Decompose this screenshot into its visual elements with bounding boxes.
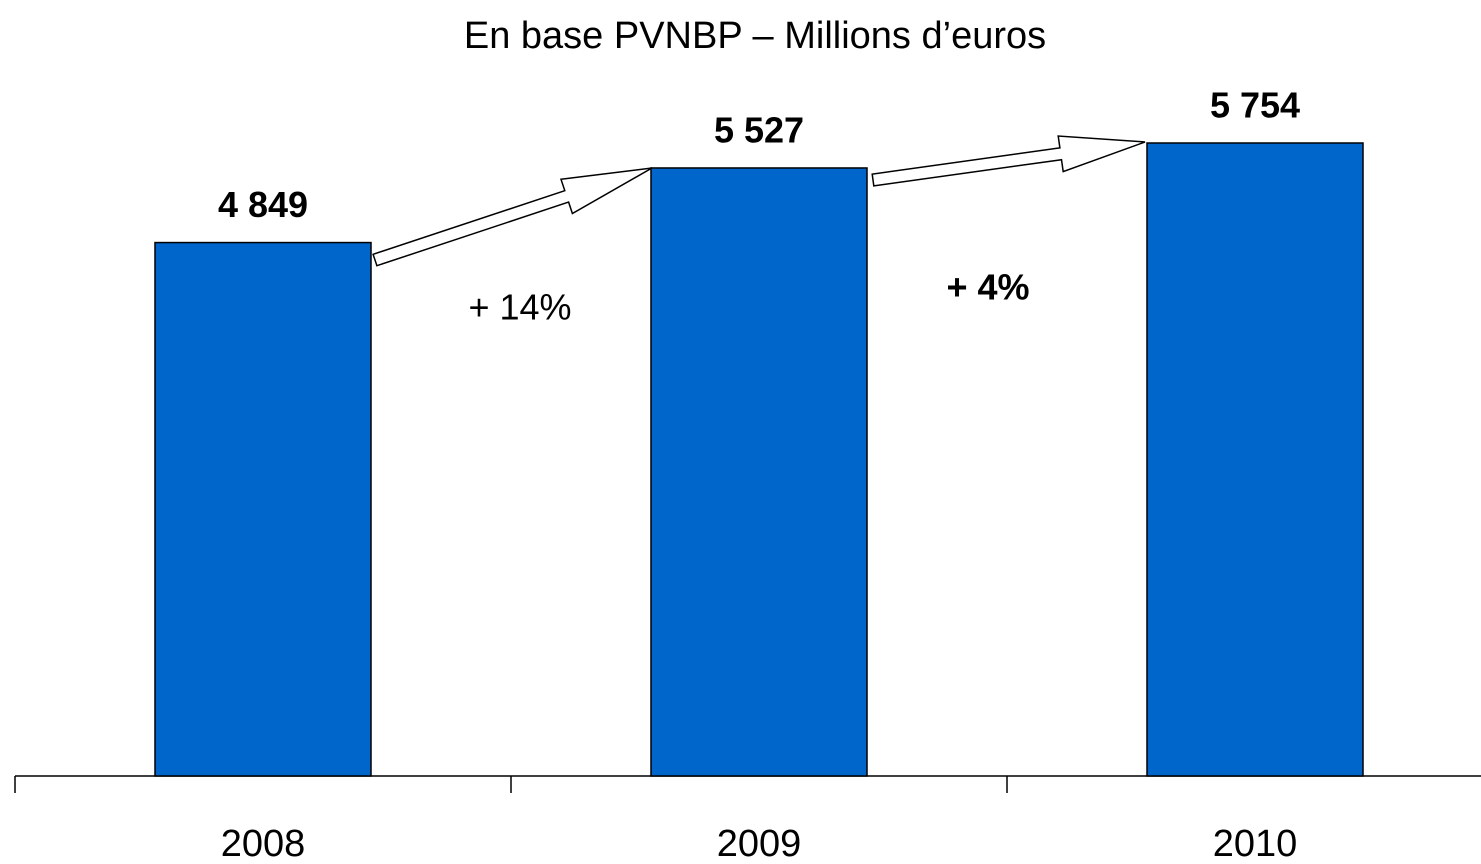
value-label: 4 849: [218, 184, 308, 225]
bar: [650, 167, 868, 777]
chart-title: En base PVNBP – Millions d’euros: [464, 15, 1046, 57]
x-tick-label: 2008: [221, 823, 306, 864]
value-label: 5 527: [714, 109, 804, 150]
x-tick-label: 2010: [1213, 823, 1298, 864]
x-tick-label: 2009: [717, 823, 802, 864]
bar: [1146, 142, 1364, 777]
bar: [154, 241, 372, 777]
growth-annotation: + 14%: [468, 287, 571, 328]
growth-arrow: [372, 167, 653, 267]
growth-arrow: [871, 135, 1146, 187]
growth-annotation: + 4%: [946, 267, 1029, 308]
value-label: 5 754: [1210, 85, 1300, 126]
